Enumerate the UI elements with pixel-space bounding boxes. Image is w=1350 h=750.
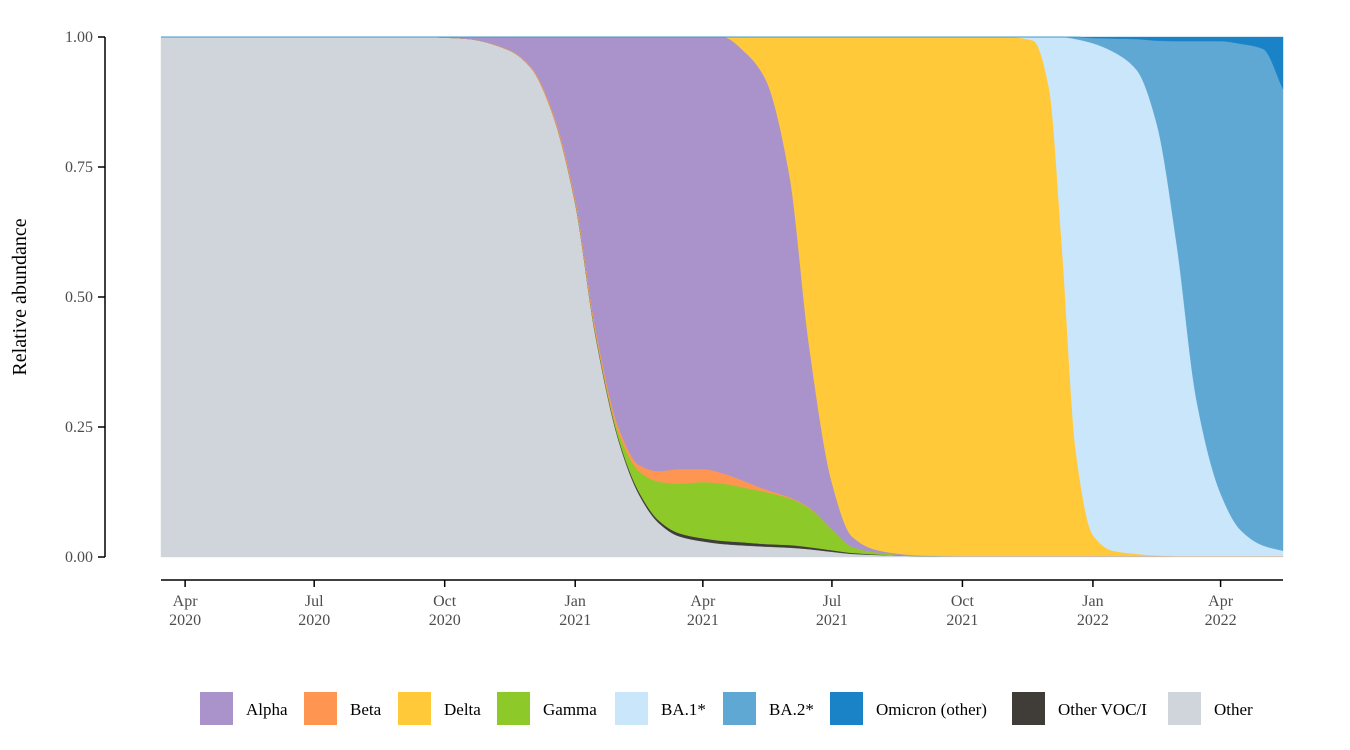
x-tick-label-year: 2021 (559, 612, 591, 629)
legend-label: Alpha (246, 700, 288, 719)
legend-swatch (398, 692, 431, 725)
legend-label: Other (1214, 700, 1253, 719)
x-tick-label-month: Jul (305, 593, 324, 610)
y-tick-label: 0.50 (65, 289, 93, 306)
y-tick-label: 1.00 (65, 29, 93, 46)
legend-swatch (1168, 692, 1201, 725)
legend-label: Beta (350, 700, 382, 719)
legend-swatch (723, 692, 756, 725)
legend-item-ba-2: BA.2* (723, 692, 814, 725)
y-tick-label: 0.00 (65, 549, 93, 566)
legend-swatch (1012, 692, 1045, 725)
legend-item-other-voc-i: Other VOC/I (1012, 692, 1147, 725)
y-tick-label: 0.75 (65, 159, 93, 176)
x-tick-label-month: Oct (951, 593, 975, 610)
legend-item-ba-1: BA.1* (615, 692, 706, 725)
x-axis: Apr 2020 Jul 2020 Oct 2020 Jan 2021 Apr 2021 Jul 20… (161, 579, 1283, 629)
legend-swatch (615, 692, 648, 725)
x-tick-label-year: 2022 (1077, 612, 1109, 629)
legend-item-omicron-other: Omicron (other) (830, 692, 987, 725)
x-tick-label-month: Jul (823, 593, 842, 610)
legend-label: Gamma (543, 700, 597, 719)
legend-item-beta: Beta (304, 692, 382, 725)
area-omicron-other (161, 36, 1284, 90)
legend-label: Omicron (other) (876, 700, 987, 719)
plot-areas (160, 36, 1284, 558)
x-tick-label-year: 2020 (169, 612, 201, 629)
legend-swatch (497, 692, 530, 725)
legend-label: BA.2* (769, 700, 814, 719)
x-tick-label-month: Apr (1208, 593, 1234, 610)
legend-label: Other VOC/I (1058, 700, 1147, 719)
x-tick-label-year: 2022 (1205, 612, 1237, 629)
legend-item-delta: Delta (398, 692, 481, 725)
x-tick-label-year: 2020 (298, 612, 330, 629)
y-axis: 0.00 0.25 0.50 0.75 1.00 (65, 29, 106, 566)
x-tick-label-year: 2021 (687, 612, 719, 629)
x-tick-label-month: Apr (173, 593, 199, 610)
x-tick-label-month: Oct (433, 593, 457, 610)
x-tick-label-year: 2021 (816, 612, 848, 629)
x-tick-label-month: Jan (565, 593, 586, 610)
x-tick-label-month: Apr (690, 593, 716, 610)
legend-item-gamma: Gamma (497, 692, 597, 725)
legend-swatch (304, 692, 337, 725)
x-tick-label-year: 2021 (946, 612, 978, 629)
y-axis-title: Relative abundance (9, 218, 31, 375)
x-tick-label-month: Jan (1082, 593, 1103, 610)
legend-label: BA.1* (661, 700, 706, 719)
legend: Alpha Beta Delta Gamma BA.1* BA.2* Omicron (ot… (200, 692, 1253, 725)
legend-item-alpha: Alpha (200, 692, 288, 725)
legend-label: Delta (444, 700, 481, 719)
y-tick-label: 0.25 (65, 419, 93, 436)
legend-swatch (830, 692, 863, 725)
x-tick-label-year: 2020 (429, 612, 461, 629)
legend-item-other: Other (1168, 692, 1253, 725)
legend-swatch (200, 692, 233, 725)
